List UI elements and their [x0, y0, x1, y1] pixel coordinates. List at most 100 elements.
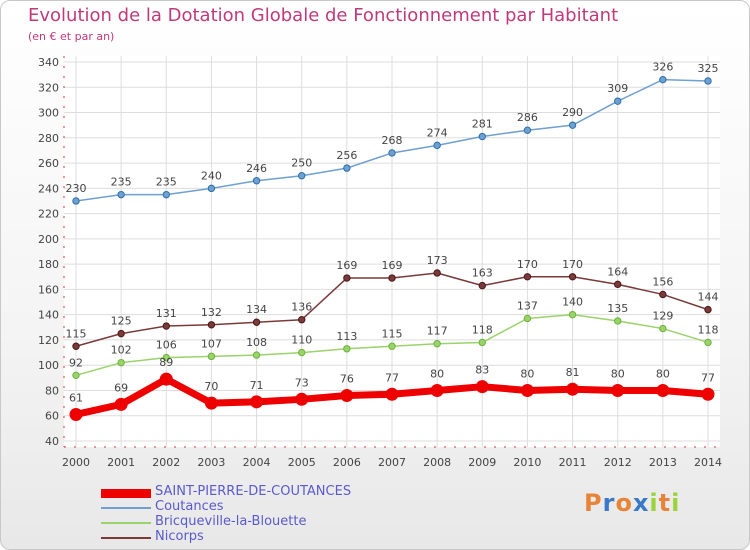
- x-tick-label: 2000: [62, 456, 90, 469]
- data-point: [388, 149, 396, 157]
- data-label: 106: [156, 339, 177, 352]
- data-point: [250, 395, 264, 409]
- x-tick-label: 2003: [197, 456, 225, 469]
- data-point: [475, 380, 489, 394]
- legend-label: Nicorps: [155, 529, 204, 544]
- data-label: 136: [291, 301, 312, 314]
- data-point: [298, 172, 306, 180]
- data-label: 240: [201, 169, 222, 182]
- data-point: [656, 383, 670, 397]
- data-point: [523, 126, 532, 134]
- logo-letter: x: [632, 489, 650, 517]
- data-point: [611, 383, 625, 397]
- x-tick-label: 2010: [513, 456, 541, 469]
- legend-item: Coutances: [101, 499, 421, 515]
- data-point: [207, 352, 216, 361]
- data-label: 281: [472, 118, 493, 131]
- data-point: [523, 273, 532, 281]
- data-point: [343, 274, 351, 282]
- y-tick-label: 80: [45, 384, 59, 397]
- logo-letter: o: [615, 489, 633, 517]
- data-label: 131: [156, 307, 177, 320]
- data-point: [659, 290, 667, 299]
- y-tick-label: 300: [38, 107, 59, 120]
- data-point: [162, 353, 170, 362]
- data-point: [385, 387, 399, 401]
- y-tick-label: 260: [38, 157, 59, 170]
- data-point: [117, 329, 125, 338]
- data-label: 163: [472, 267, 493, 280]
- data-label: 81: [566, 366, 580, 379]
- data-point: [433, 340, 441, 348]
- data-point: [388, 342, 396, 350]
- data-label: 92: [69, 356, 83, 369]
- data-label: 102: [111, 344, 132, 357]
- data-point: [343, 164, 351, 172]
- data-label: 325: [698, 62, 719, 75]
- x-tick-label: 2005: [288, 456, 316, 469]
- data-label: 125: [111, 315, 132, 328]
- data-label: 80: [520, 367, 534, 380]
- data-point: [72, 371, 80, 380]
- data-label: 230: [66, 182, 87, 195]
- data-label: 89: [159, 356, 173, 369]
- legend-swatch: [101, 507, 151, 509]
- data-label: 250: [291, 157, 312, 170]
- data-point: [659, 75, 667, 84]
- x-tick-label: 2006: [333, 456, 361, 469]
- data-point: [614, 97, 622, 105]
- x-tick-label: 2012: [604, 456, 632, 469]
- data-point: [614, 280, 622, 289]
- data-point: [704, 338, 712, 347]
- data-label: 274: [427, 126, 448, 139]
- data-point: [298, 316, 306, 324]
- data-label: 61: [69, 391, 83, 404]
- data-label: 118: [472, 323, 493, 336]
- data-label: 235: [111, 176, 132, 189]
- data-label: 246: [246, 162, 267, 175]
- data-label: 134: [246, 303, 267, 316]
- data-point: [478, 132, 486, 141]
- data-label: 107: [201, 337, 222, 350]
- data-label: 77: [385, 371, 399, 384]
- data-point: [252, 318, 261, 326]
- legend-item: Nicorps: [101, 529, 421, 545]
- legend-swatch: [101, 522, 151, 524]
- data-label: 118: [698, 323, 719, 336]
- x-tick-label: 2009: [468, 456, 496, 469]
- data-label: 115: [66, 327, 87, 340]
- data-label: 235: [156, 176, 177, 189]
- chart-title: Evolution de la Dotation Globale de Fonc…: [28, 5, 619, 26]
- y-tick-label: 340: [38, 56, 59, 69]
- data-point: [388, 274, 396, 282]
- data-point: [566, 382, 580, 396]
- logo-text: Proxiti: [584, 489, 694, 517]
- data-point: [478, 281, 486, 290]
- logo-letter: r: [602, 489, 616, 517]
- data-label: 140: [562, 296, 583, 309]
- data-point: [207, 184, 216, 193]
- data-label: 71: [250, 379, 264, 392]
- data-label: 83: [475, 364, 489, 377]
- data-label: 108: [246, 336, 267, 349]
- proxiti-logo: Proxiti: [584, 489, 694, 529]
- x-tick-label: 2011: [559, 456, 587, 469]
- y-tick-label: 40: [45, 435, 59, 448]
- data-label: 115: [382, 327, 403, 340]
- data-label: 309: [607, 82, 628, 95]
- data-point: [207, 321, 216, 329]
- y-tick-label: 100: [38, 359, 59, 372]
- data-label: 69: [114, 381, 128, 394]
- data-point: [162, 322, 170, 330]
- data-point: [433, 141, 441, 150]
- y-tick-label: 180: [38, 258, 59, 271]
- data-label: 156: [652, 275, 673, 288]
- data-point: [523, 314, 532, 323]
- data-point: [568, 273, 577, 281]
- data-label: 70: [204, 380, 218, 393]
- data-point: [568, 310, 577, 319]
- logo-letter: i: [649, 489, 659, 517]
- x-tick-label: 2008: [423, 456, 451, 469]
- y-tick-label: 320: [38, 81, 59, 94]
